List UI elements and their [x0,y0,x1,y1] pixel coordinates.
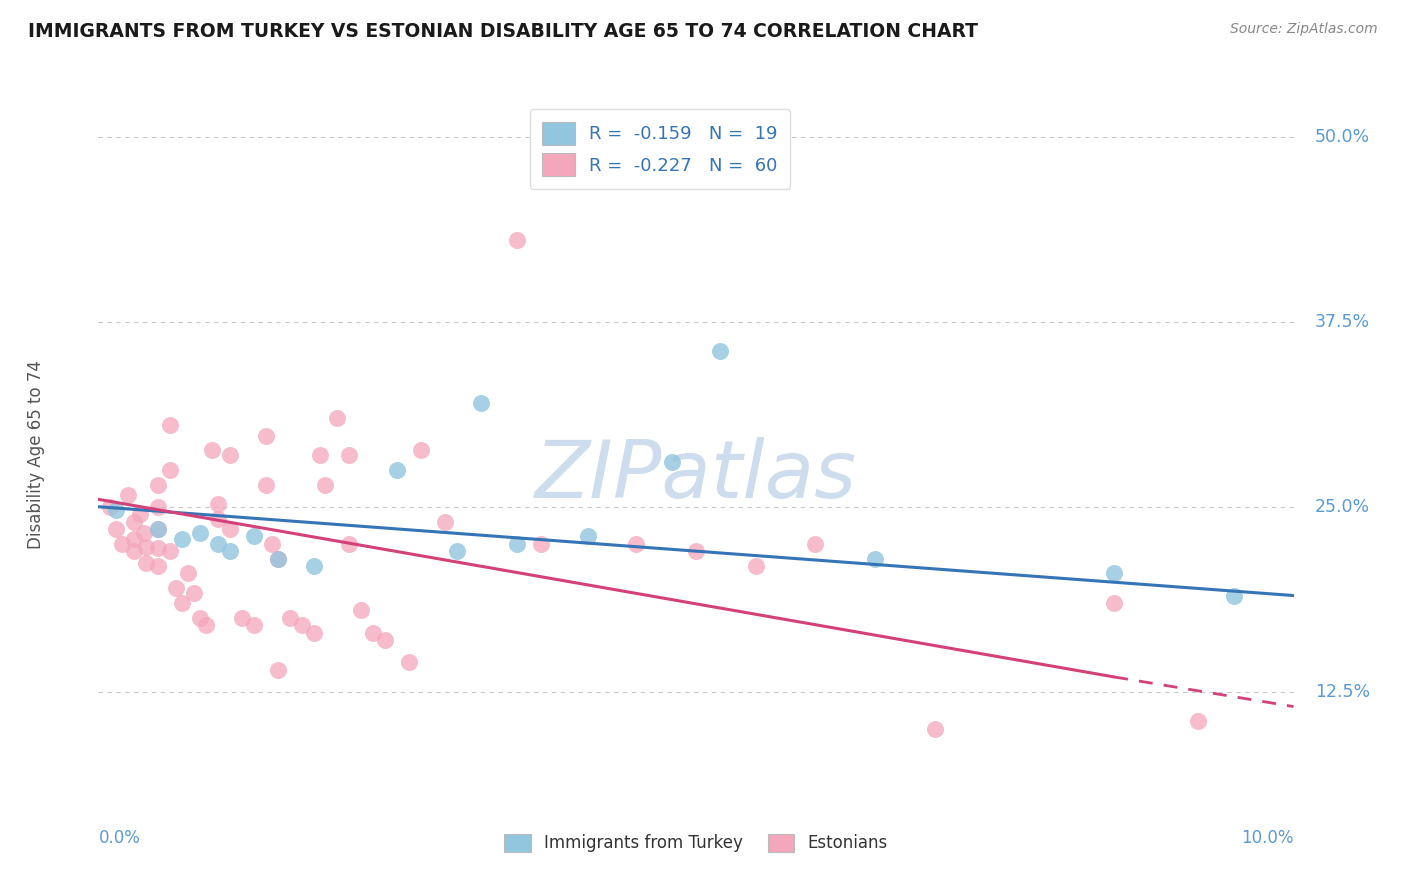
Point [219,448,242,462]
Point [326,411,349,425]
Point [314,477,337,491]
Point [188,526,211,541]
Point [165,581,187,595]
Text: 10.0%: 10.0% [1241,830,1294,847]
Point [207,537,229,551]
Point [159,418,181,433]
Point [411,443,433,458]
Point [267,551,290,566]
Point [183,585,205,599]
Point [159,463,181,477]
Legend: Immigrants from Turkey, Estonians: Immigrants from Turkey, Estonians [495,825,897,861]
Point [302,625,325,640]
Point [132,526,155,541]
Point [339,448,360,462]
Point [1102,566,1125,581]
Point [254,477,277,491]
Point [188,611,211,625]
Point [124,544,146,558]
Point [201,443,224,458]
Point [308,448,330,462]
Point [135,540,157,554]
Text: Source: ZipAtlas.com: Source: ZipAtlas.com [1230,22,1378,37]
Point [745,558,768,573]
Point [148,522,170,536]
Point [207,497,229,511]
Text: 50.0%: 50.0% [1315,128,1371,145]
Point [148,500,170,514]
Point [105,502,128,516]
Point [177,566,200,581]
Point [661,455,683,469]
Point [361,625,384,640]
Point [1102,596,1125,610]
Point [243,618,266,632]
Point [1222,589,1246,603]
Point [470,396,492,410]
Point [148,541,170,556]
Point [804,537,827,551]
Point [433,515,456,529]
Point [374,632,396,647]
Point [446,544,468,558]
Point [172,533,194,547]
Point [398,655,420,669]
Point [124,515,146,529]
Point [290,618,312,632]
Point [260,537,283,551]
Point [624,537,647,551]
Text: Disability Age 65 to 74: Disability Age 65 to 74 [27,360,45,549]
Text: 25.0%: 25.0% [1315,498,1371,516]
Text: IMMIGRANTS FROM TURKEY VS ESTONIAN DISABILITY AGE 65 TO 74 CORRELATION CHART: IMMIGRANTS FROM TURKEY VS ESTONIAN DISAB… [28,22,979,41]
Point [506,233,529,247]
Point [278,611,301,625]
Point [709,344,731,359]
Point [219,522,242,536]
Point [267,663,290,677]
Point [148,558,170,573]
Point [302,558,325,573]
Point [576,529,599,543]
Point [1187,714,1209,729]
Point [254,428,277,442]
Point [207,511,229,525]
Point [117,488,139,502]
Point [267,551,290,566]
Point [159,544,181,558]
Point [219,544,242,558]
Point [529,537,551,551]
Point [243,529,266,543]
Point [194,618,218,632]
Point [105,522,128,536]
Point [685,544,707,558]
Point [148,477,170,491]
Point [129,507,152,521]
Point [231,611,253,625]
Text: 37.5%: 37.5% [1315,313,1371,331]
Point [148,522,170,536]
Point [124,533,146,547]
Point [350,603,373,617]
Point [863,551,886,566]
Text: 0.0%: 0.0% [98,830,141,847]
Point [506,537,529,551]
Text: 12.5%: 12.5% [1315,682,1371,701]
Point [172,596,194,610]
Point [339,537,360,551]
Point [111,537,134,551]
Point [924,722,946,736]
Point [135,556,157,570]
Text: ZIPatlas: ZIPatlas [534,437,858,515]
Point [385,463,409,477]
Point [98,500,122,514]
